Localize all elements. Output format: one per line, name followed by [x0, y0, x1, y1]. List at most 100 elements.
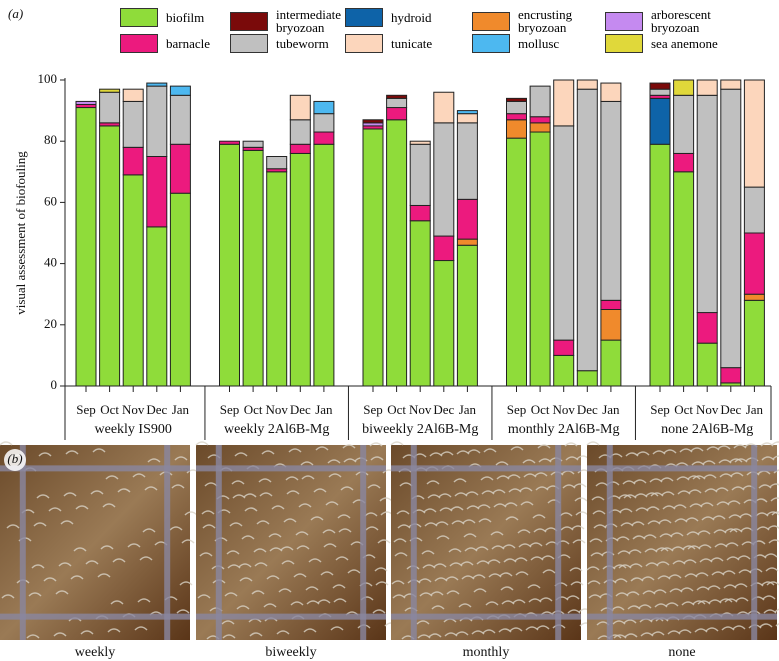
tubeworm-texture [529, 542, 543, 547]
tubeworm-texture [738, 569, 752, 574]
tubeworm-texture [758, 484, 772, 489]
tubeworm-texture [435, 521, 449, 526]
legend-label: sea anemone [651, 36, 718, 51]
tubeworm-texture [759, 623, 773, 628]
tubeworm-texture [493, 503, 507, 508]
bar-segment [433, 91, 455, 124]
legend-label: intermediate bryozoan [276, 7, 341, 35]
tubeworm-texture [655, 547, 669, 552]
tubeworm-texture [768, 539, 779, 544]
tubeworm-texture [261, 450, 275, 455]
bar-segment [576, 88, 598, 372]
tubeworm-texture [698, 544, 712, 549]
bar-segment [409, 204, 431, 222]
tubeworm-texture [668, 574, 682, 579]
legend-label: mollusc [518, 36, 560, 51]
tubeworm-texture [771, 441, 779, 446]
tubeworm-texture [683, 559, 697, 564]
legend-item: biofilm [120, 8, 246, 27]
tubeworm-texture [251, 590, 265, 595]
tubeworm-texture [508, 488, 522, 493]
tubeworm-texture [624, 633, 638, 638]
bar-segment [386, 119, 408, 387]
legend-item: barnacle [120, 34, 246, 53]
tubeworm-texture [688, 489, 702, 494]
tubeworm-texture [682, 545, 696, 550]
tubeworm-texture [102, 503, 116, 508]
tubeworm-texture [392, 594, 406, 599]
tubeworm-texture [739, 513, 753, 518]
tubeworm-texture [394, 552, 408, 557]
tubeworm-texture [483, 448, 497, 453]
y-tick-label: 40 [44, 255, 57, 270]
legend-item: tubeworm [230, 34, 356, 53]
tubeworm-texture [763, 609, 777, 614]
bar-segment [409, 143, 431, 206]
bar-segment [122, 88, 144, 102]
tubeworm-texture [734, 458, 748, 463]
tubeworm-texture [520, 501, 534, 506]
tubeworm-texture [636, 451, 650, 456]
x-tick-label: Nov [696, 402, 719, 417]
tubeworm-texture [73, 547, 87, 552]
legend-swatch [120, 34, 158, 53]
bar-segment [169, 192, 191, 387]
bar-segment [289, 143, 311, 154]
x-tick-label: Jan [172, 402, 190, 417]
tubeworm-texture [702, 460, 716, 465]
tubeworm-texture [703, 474, 717, 479]
tubeworm-texture [638, 604, 652, 609]
tubeworm-texture [699, 558, 713, 563]
tubeworm-texture [717, 445, 731, 450]
tubeworm-texture [727, 500, 741, 505]
bar-segment [386, 94, 408, 99]
tubeworm-texture [656, 561, 670, 566]
tubeworm-texture [724, 528, 738, 533]
y-tick-label: 100 [38, 71, 58, 86]
x-tick-label: Oct [100, 402, 119, 417]
tubeworm-texture [1, 594, 15, 599]
tubeworm-texture [505, 516, 519, 521]
tubeworm-texture [695, 572, 709, 577]
tubeworm-texture [686, 531, 700, 536]
tubeworm-texture [708, 599, 722, 604]
bar-segment [313, 100, 335, 115]
legend-item: hydroid [345, 8, 471, 27]
tubeworm-texture [643, 534, 657, 539]
bar-segment [553, 125, 575, 341]
group-label: weekly IS900 [95, 422, 172, 437]
x-tick-label: Sep [363, 402, 383, 417]
tubeworm-texture [635, 507, 649, 512]
tubeworm-texture [85, 560, 99, 565]
tubeworm-texture [533, 528, 547, 533]
tubeworm-texture [465, 491, 479, 496]
tubeworm-texture [773, 469, 779, 474]
tubeworm-texture [453, 478, 467, 483]
bar-segment [720, 79, 742, 90]
bar-segment [409, 140, 431, 145]
legend-label: tubeworm [276, 36, 329, 51]
bar-segment [146, 156, 168, 228]
tubeworm-texture [679, 448, 693, 453]
bar-segment [506, 137, 527, 387]
tubeworm-texture [766, 511, 779, 516]
bar-segment [362, 119, 384, 124]
tubeworm-texture [769, 483, 779, 488]
tubeworm-texture [43, 577, 57, 582]
tubeworm-texture [675, 462, 689, 467]
tubeworm-texture [722, 570, 736, 575]
tubeworm-texture [532, 514, 546, 519]
tubeworm-texture [502, 544, 516, 549]
tubeworm-texture [729, 458, 743, 463]
tubeworm-texture [92, 448, 106, 453]
tubeworm-texture [492, 489, 506, 494]
tubeworm-texture [496, 475, 510, 480]
bar-segment [600, 309, 622, 341]
tubeworm-texture [631, 521, 645, 526]
tubeworm-texture [571, 525, 585, 530]
tubeworm-texture [317, 599, 331, 604]
tubeworm-texture [107, 628, 121, 633]
tubeworm-texture [323, 543, 337, 548]
y-axis-label: visual assessment of biofouling [13, 151, 28, 315]
